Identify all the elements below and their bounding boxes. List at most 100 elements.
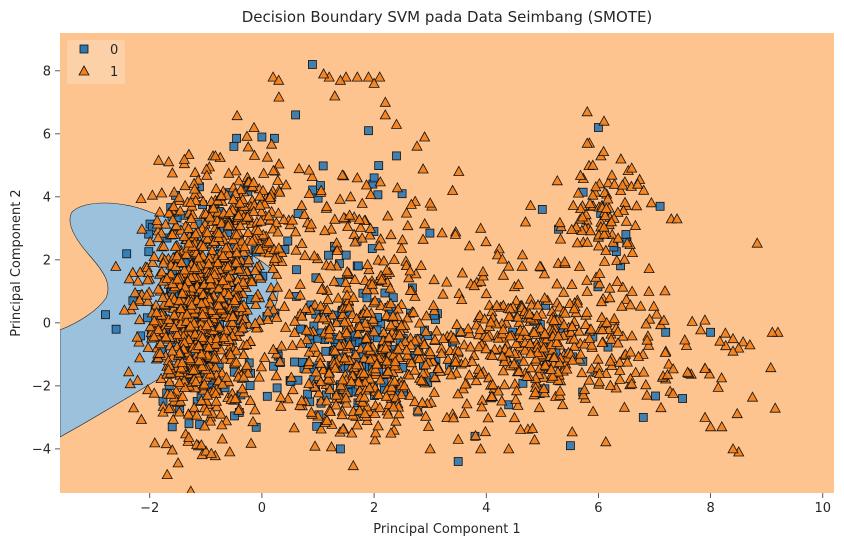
class-1-point [162,363,175,375]
class-1-point [208,352,221,363]
class-1-point [699,362,711,373]
class-1-point [534,260,546,271]
class-1-point [565,326,577,337]
class-1-point [270,369,282,381]
class-1-point [269,252,281,263]
class-1-point [380,390,392,401]
class-0-point [167,422,177,432]
class-1-point [352,327,364,338]
class-1-point [278,213,290,224]
class-1-point [459,378,471,389]
class-1-point [319,224,331,236]
y-tick-label: 2 [43,253,51,268]
class-1-point [510,384,523,396]
class-1-point [356,232,368,243]
class-1-point [296,199,308,210]
class-1-point [334,193,346,204]
class-1-point [517,355,530,366]
class-1-point [671,213,683,224]
class-1-point [246,275,258,287]
class-1-point [178,153,191,164]
class-1-point [345,375,357,386]
class-1-point [329,213,341,224]
class-1-point [245,437,257,448]
class-1-point [163,207,175,218]
class-1-point [315,375,327,387]
class-1-point [568,340,581,351]
class-1-point [362,71,375,82]
class-1-point [236,382,249,394]
class-1-point [317,312,330,323]
class-1-point [204,211,216,222]
class-0-point [292,265,301,275]
class-1-point [478,313,491,324]
class-1-point [309,440,321,451]
class-1-point [641,389,653,400]
class-1-point [129,286,141,298]
class-1-point [559,255,571,267]
class-1-point [303,187,315,198]
class-1-point [388,375,401,386]
class-1-point [516,260,528,271]
class-1-point [704,420,717,432]
class-1-point [344,338,356,349]
class-1-point [429,371,441,382]
class-1-point [731,407,743,419]
class-1-point [184,320,196,331]
class-1-point [123,272,135,284]
class-1-point [535,322,547,333]
class-1-point [480,235,492,247]
class-1-point [336,374,349,385]
class-1-point [686,315,698,326]
plot-area [60,33,834,493]
class-1-point [262,313,274,324]
class-0-point [262,391,272,401]
class-1-point [247,415,259,427]
class-0-point [392,151,401,161]
class-1-point [234,197,246,208]
class-1-point [581,137,593,148]
class-1-point [173,191,185,202]
class-1-point [475,222,487,233]
class-1-point [351,419,363,430]
class-1-point [198,420,211,431]
class-1-point [300,324,313,335]
class-1-point [482,412,494,423]
class-1-point [612,232,624,243]
class-1-point [369,434,381,445]
class-1-point [651,308,663,319]
class-0-point [678,394,687,403]
class-1-point [186,485,196,493]
class-1-point [142,274,154,285]
class-1-point [223,167,235,178]
class-1-point [554,233,567,244]
class-1-point [385,319,397,330]
class-1-point [566,278,578,289]
class-1-point [252,270,265,281]
class-1-point [166,167,179,178]
class-1-point [661,368,674,380]
class-1-point [587,405,599,416]
class-1-point [349,273,361,284]
class-1-point [435,347,448,358]
class-1-point [350,348,362,360]
class-1-point [167,213,179,225]
class-1-point [241,359,253,370]
class-1-point [437,332,449,343]
class-1-point [161,468,173,479]
class-1-point [626,377,638,389]
class-1-point [559,307,571,318]
class-1-point [201,405,213,416]
class-1-point [640,318,652,329]
class-1-point [331,244,343,255]
class-1-point [612,325,624,336]
class-1-point [727,443,739,454]
class-1-point [495,406,507,417]
class-0-point [272,383,282,393]
class-1-point [352,376,365,387]
class-1-point [599,209,611,221]
class-1-point [365,188,377,199]
class-1-point [547,370,559,381]
class-1-point [182,222,195,233]
class-1-point [201,389,214,400]
